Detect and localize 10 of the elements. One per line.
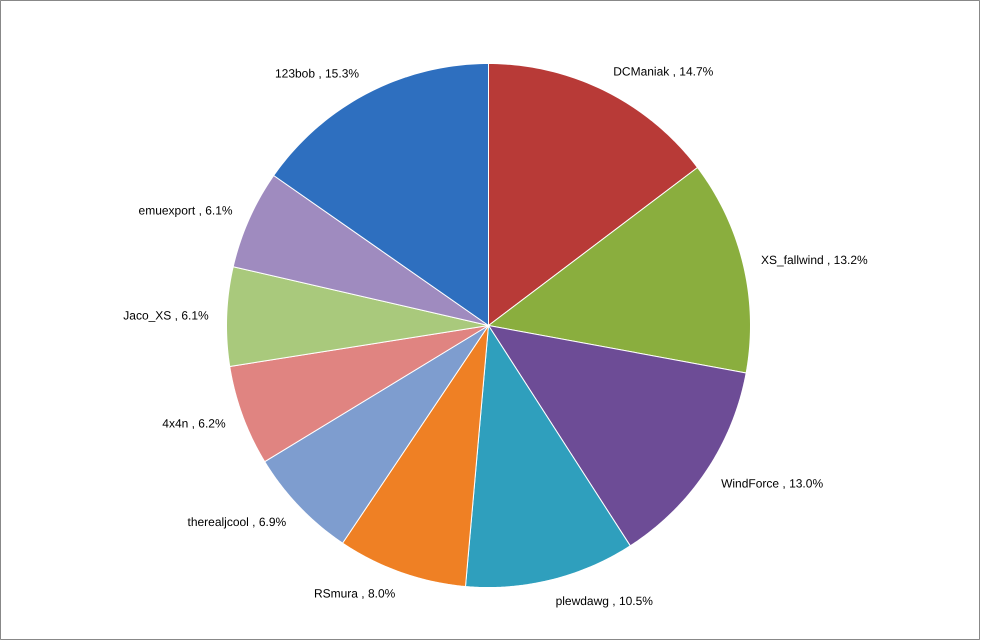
slice-label: DCManiak , 14.7% <box>613 64 714 78</box>
slice-label: WindForce , 13.0% <box>721 476 824 491</box>
slice-label: 123bob , 15.3% <box>274 66 360 81</box>
slice-label: Jaco_XS , 6.1% <box>123 308 209 323</box>
slice-label: plewdawg , 10.5% <box>556 594 654 608</box>
slice-label: RSmura , 8.0% <box>314 586 396 600</box>
slice-label: 4x4n , 6.2% <box>162 416 226 430</box>
slice-label: therealjcool , 6.9% <box>187 514 287 529</box>
slice-label: XS_fallwind , 13.2% <box>760 253 868 268</box>
slice-label: emuexport , 6.1% <box>138 203 233 218</box>
